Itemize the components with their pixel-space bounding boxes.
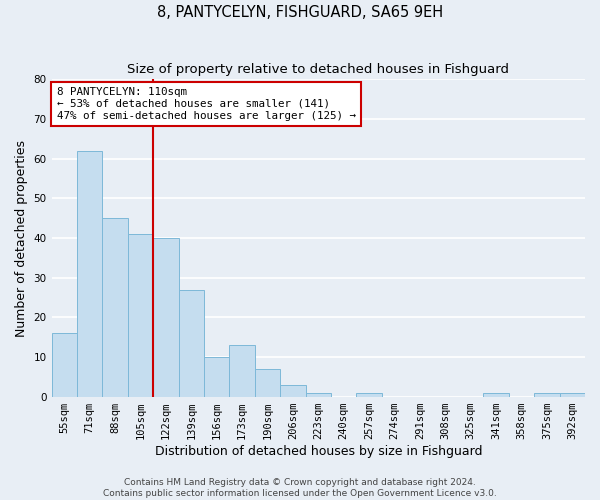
Title: Size of property relative to detached houses in Fishguard: Size of property relative to detached ho… — [127, 62, 509, 76]
Bar — [356, 392, 382, 396]
Text: Contains HM Land Registry data © Crown copyright and database right 2024.
Contai: Contains HM Land Registry data © Crown c… — [103, 478, 497, 498]
Bar — [484, 392, 509, 396]
Bar — [280, 384, 305, 396]
Bar — [255, 369, 280, 396]
Bar — [204, 357, 229, 397]
X-axis label: Distribution of detached houses by size in Fishguard: Distribution of detached houses by size … — [155, 444, 482, 458]
Bar — [229, 345, 255, 397]
Bar — [560, 392, 585, 396]
Bar — [305, 392, 331, 396]
Bar — [179, 290, 204, 397]
Bar — [128, 234, 153, 396]
Text: 8, PANTYCELYN, FISHGUARD, SA65 9EH: 8, PANTYCELYN, FISHGUARD, SA65 9EH — [157, 5, 443, 20]
Bar — [534, 392, 560, 396]
Text: 8 PANTYCELYN: 110sqm
← 53% of detached houses are smaller (141)
47% of semi-deta: 8 PANTYCELYN: 110sqm ← 53% of detached h… — [57, 88, 356, 120]
Bar — [77, 151, 103, 396]
Bar — [52, 333, 77, 396]
Bar — [103, 218, 128, 396]
Y-axis label: Number of detached properties: Number of detached properties — [15, 140, 28, 336]
Bar — [153, 238, 179, 396]
